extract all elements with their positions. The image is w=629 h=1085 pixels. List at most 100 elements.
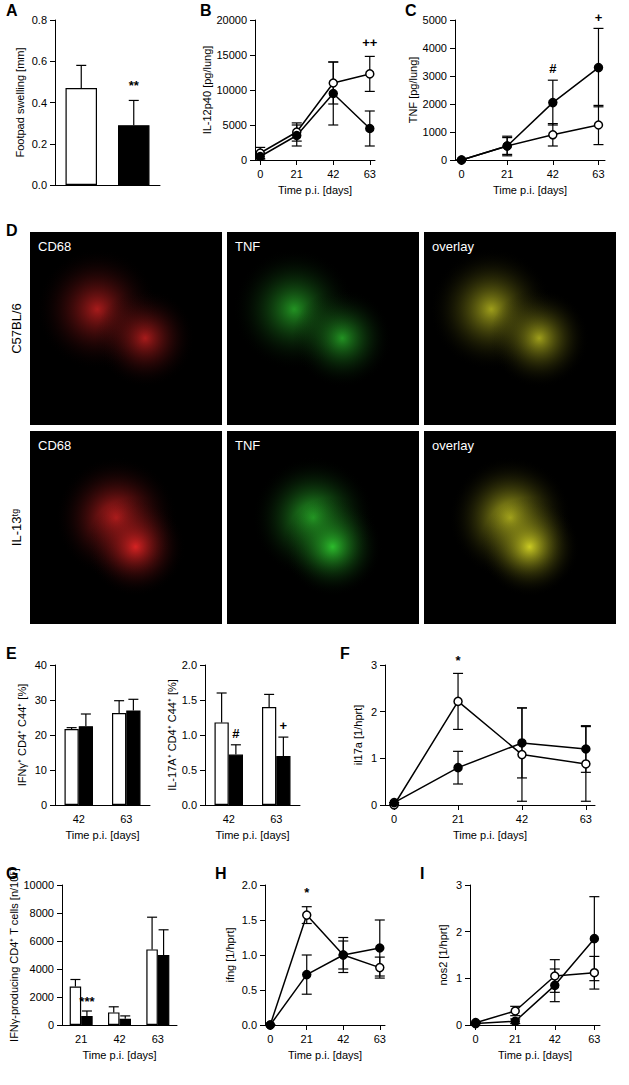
svg-text:++: ++ [362,35,378,50]
svg-text:IFNγ⁺ CD4⁺ C44⁺ [%]: IFNγ⁺ CD4⁺ C44⁺ [%] [16,684,28,786]
svg-text:nos2 [1/hprt]: nos2 [1/hprt] [437,924,449,985]
svg-text:63: 63 [588,1033,600,1045]
svg-text:0.5: 0.5 [182,764,197,776]
svg-text:C57BL/6: C57BL/6 [9,303,24,354]
svg-text:0.6: 0.6 [32,55,47,67]
svg-text:21: 21 [509,1033,521,1045]
svg-text:ifng [1/hprt]: ifng [1/hprt] [224,927,236,982]
svg-text:42: 42 [547,168,559,180]
svg-text:42: 42 [327,168,339,180]
svg-text:8000: 8000 [30,907,54,919]
svg-text:0: 0 [241,154,247,166]
svg-text:0: 0 [267,1033,273,1045]
svg-text:0: 0 [473,1033,479,1045]
svg-text:42: 42 [113,1033,125,1045]
svg-text:IFNγ-producing CD4⁺ T cells [n: IFNγ-producing CD4⁺ T cells [n/10⁵] [8,868,20,1042]
svg-text:Time p.i. [days]: Time p.i. [days] [453,829,527,841]
svg-text:Time p.i. [days]: Time p.i. [days] [498,1049,572,1061]
svg-text:1: 1 [371,752,377,764]
svg-text:1000: 1000 [423,126,447,138]
svg-text:1.5: 1.5 [242,914,257,926]
svg-text:63: 63 [152,1033,164,1045]
svg-text:0: 0 [456,1019,462,1031]
svg-text:63: 63 [580,813,592,825]
svg-text:63: 63 [364,168,376,180]
svg-text:63: 63 [270,813,282,825]
svg-text:0: 0 [391,813,397,825]
svg-text:3: 3 [371,659,377,671]
svg-text:63: 63 [374,1033,386,1045]
svg-text:4000: 4000 [423,42,447,54]
svg-text:6000: 6000 [30,935,54,947]
svg-text:Time p.i. [days]: Time p.i. [days] [493,184,567,196]
svg-text:1.5: 1.5 [182,694,197,706]
svg-text:21: 21 [501,168,513,180]
svg-text:40: 40 [35,659,47,671]
svg-text:21: 21 [301,1033,313,1045]
svg-text:***: *** [79,994,95,1009]
svg-text:F: F [340,645,350,662]
svg-text:0.4: 0.4 [32,97,47,109]
svg-text:1.0: 1.0 [182,729,197,741]
svg-text:#: # [232,726,240,741]
svg-text:21: 21 [75,1033,87,1045]
svg-text:0.0: 0.0 [182,799,197,811]
svg-text:Time p.i. [days]: Time p.i. [days] [278,184,352,196]
svg-text:3: 3 [456,879,462,891]
svg-text:2000: 2000 [30,991,54,1003]
svg-text:C: C [405,2,417,19]
svg-text:Time p.i. [days]: Time p.i. [days] [65,829,139,841]
svg-text:TNF [pg/lung]: TNF [pg/lung] [407,57,419,124]
svg-text:*: * [304,885,310,900]
svg-text:il17a [1/hprt]: il17a [1/hprt] [352,705,364,766]
svg-text:42: 42 [549,1033,561,1045]
svg-text:IL-12p40 [pg/lung]: IL-12p40 [pg/lung] [201,46,213,135]
svg-text:0.5: 0.5 [242,984,257,996]
svg-text:0: 0 [257,168,263,180]
svg-text:*: * [456,653,462,668]
svg-text:Time p.i. [days]: Time p.i. [days] [215,829,289,841]
svg-text:5000: 5000 [223,119,247,131]
svg-text:0.0: 0.0 [242,1019,257,1031]
svg-text:0: 0 [371,799,377,811]
svg-text:20000: 20000 [216,14,247,26]
svg-text:I: I [420,865,424,882]
svg-text:20: 20 [35,729,47,741]
svg-text:15000: 15000 [216,49,247,61]
svg-text:1.0: 1.0 [242,949,257,961]
svg-text:Time p.i. [days]: Time p.i. [days] [82,1049,156,1061]
svg-text:21: 21 [291,168,303,180]
svg-text:TNF: TNF [235,239,260,254]
svg-text:4000: 4000 [30,963,54,975]
svg-text:D: D [6,222,18,239]
svg-text:2.0: 2.0 [242,879,257,891]
svg-text:2.0: 2.0 [182,659,197,671]
svg-text:+: + [280,718,288,733]
svg-text:10000: 10000 [216,84,247,96]
svg-text:2: 2 [371,706,377,718]
svg-text:2: 2 [456,926,462,938]
svg-text:1: 1 [456,972,462,984]
svg-text:**: ** [129,78,140,93]
svg-text:42: 42 [223,813,235,825]
svg-text:5000: 5000 [423,14,447,26]
svg-text:3000: 3000 [423,70,447,82]
svg-text:B: B [200,2,212,19]
svg-text:0: 0 [441,154,447,166]
svg-text:0.0: 0.0 [32,179,47,191]
svg-text:TNF: TNF [235,438,260,453]
svg-text:CD68: CD68 [38,239,71,254]
svg-text:63: 63 [592,168,604,180]
svg-text:0.8: 0.8 [32,14,47,26]
svg-text:+: + [595,10,603,25]
svg-text:Time p.i. [days]: Time p.i. [days] [288,1049,362,1061]
svg-text:0.2: 0.2 [32,138,47,150]
svg-text:H: H [215,865,227,882]
svg-text:E: E [6,645,17,662]
svg-text:30: 30 [35,694,47,706]
svg-text:A: A [6,2,18,19]
svg-text:IL-17A⁺ CD4⁺ C44⁺ [%]: IL-17A⁺ CD4⁺ C44⁺ [%] [166,679,178,791]
svg-text:0: 0 [458,168,464,180]
svg-text:#: # [549,61,557,76]
svg-text:42: 42 [73,813,85,825]
